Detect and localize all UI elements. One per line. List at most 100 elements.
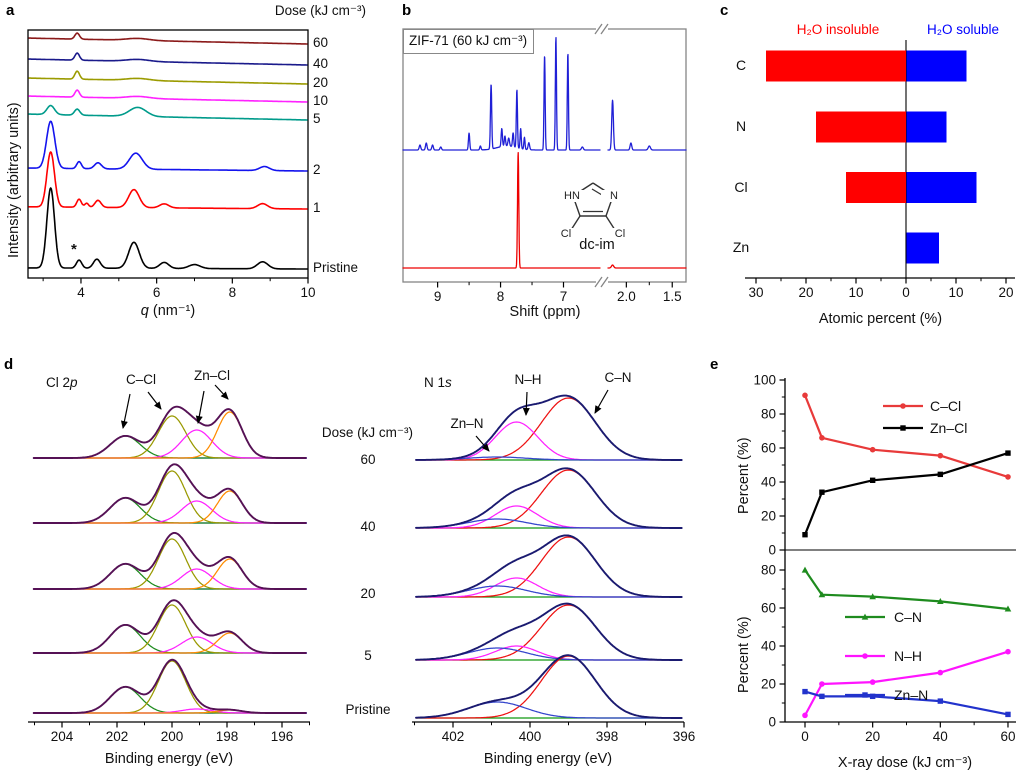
panel-d-plot: 204 202 200 198 196 402 400 398 396	[28, 394, 696, 744]
svg-text:80: 80	[761, 407, 776, 422]
svg-text:0: 0	[768, 715, 776, 730]
c-category-Zn: Zn	[732, 239, 750, 255]
e-legend-c-n: C–N	[894, 609, 923, 625]
d-sub0-row0-component2	[33, 429, 307, 459]
e-legend-n-h: N–H	[894, 648, 923, 664]
d-annotation-n-h: N–H	[514, 372, 542, 387]
svg-text:6: 6	[153, 285, 161, 300]
d-sub0-row4-envelope	[32, 658, 307, 714]
d-annotation-zn-n: Zn–N	[450, 416, 484, 431]
c-category-Cl: Cl	[734, 178, 748, 195]
svg-text:40: 40	[761, 475, 776, 490]
e-bottom-y-axis-label: Percent (%)	[736, 616, 752, 693]
a-series-20	[28, 70, 308, 85]
svg-text:40: 40	[933, 729, 948, 744]
c-bar-Cl-soluble	[906, 172, 977, 203]
d-sub1-row4-envelope	[415, 654, 683, 719]
svg-text:8: 8	[229, 285, 237, 300]
d-sub0-row1-component1	[33, 470, 307, 524]
panel-a-label: a	[6, 2, 15, 19]
d-sub1-row2-component0	[415, 536, 683, 598]
panel-a-plot: 4 6 8 10	[27, 29, 316, 300]
svg-text:20: 20	[761, 677, 776, 692]
d-sub0-row3-component1	[33, 604, 307, 654]
b-spectrum-irradiated	[607, 99, 687, 151]
svg-text:400: 400	[519, 729, 542, 744]
a-series-label-Pristine: Pristine	[313, 260, 359, 275]
e-legend-zn-n: Zn–N	[894, 687, 929, 703]
d-n1s-title-italic: s	[445, 375, 452, 390]
svg-text:60: 60	[761, 601, 776, 616]
panel-b-label: b	[402, 2, 412, 19]
c-category-C: C	[735, 57, 747, 73]
a-series-label-1: 1	[313, 200, 321, 215]
b-molecule-name: dc-im	[579, 237, 615, 253]
svg-text:60: 60	[1000, 729, 1015, 744]
a-x-axis-label-q: q	[140, 303, 149, 319]
d-dose-label-5: 5	[364, 648, 372, 663]
c-bar-Cl-insoluble	[846, 172, 906, 203]
e-top-y-axis-label: Percent (%)	[736, 437, 752, 514]
svg-text:9: 9	[434, 289, 442, 304]
d-sub1-row0-envelope	[415, 394, 683, 461]
c-bar-Zn-soluble	[906, 232, 939, 264]
d-annotation-arrows	[120, 384, 609, 452]
d-sub0-row4-component1	[33, 660, 307, 714]
d-dose-label-Pristine: Pristine	[345, 702, 391, 717]
d-sub0-row0-component3	[33, 411, 307, 459]
d-sub1-row1-component0	[415, 469, 683, 529]
b-title-box: ZIF-71 (60 kJ cm⁻³)	[403, 29, 535, 54]
b-molecule-atom-hn-0: HN	[559, 190, 585, 203]
c-legend-insoluble: H₂O insoluble	[796, 22, 880, 37]
c-legend-soluble: H₂O soluble	[926, 22, 1000, 37]
d-dose-label-60: 60	[360, 452, 376, 467]
panel-d-label: d	[4, 356, 14, 373]
svg-text:10: 10	[948, 285, 963, 300]
e-series-C–N	[803, 568, 1010, 611]
d-sub0-row3-component2	[33, 636, 307, 654]
svg-text:20: 20	[998, 285, 1013, 300]
d-n1s-title-main: N 1	[424, 375, 446, 390]
a-series-label-10: 10	[313, 93, 329, 108]
e-legend-keys	[845, 403, 923, 698]
svg-text:4: 4	[77, 285, 85, 300]
svg-text:0: 0	[768, 543, 776, 558]
d-n1s-x-axis-label: Binding energy (eV)	[483, 751, 613, 767]
d-sub1-row4-component0	[415, 655, 683, 719]
panel-b-plot: 9 8 7 2.0 1.5	[402, 23, 687, 304]
b-spectrum-pristine	[607, 264, 687, 269]
svg-text:40: 40	[761, 639, 776, 654]
c-bar-N-insoluble	[816, 111, 906, 143]
a-series-2	[28, 120, 308, 172]
a-x-axis-label: q (nm⁻¹)	[108, 303, 228, 320]
d-cl2p-x-axis-label: Binding energy (eV)	[104, 751, 234, 767]
panel-e-plot: 0 20 40 60 80 100 0 20 40 60 80 0 20 40 60	[753, 373, 1016, 744]
svg-text:2.0: 2.0	[617, 289, 636, 304]
d-sub0-row3-component0	[33, 624, 307, 654]
d-sub0-row0-envelope	[32, 405, 307, 459]
a-series-1	[28, 151, 308, 210]
d-sub0-row2-component2	[33, 568, 307, 590]
svg-text:8: 8	[497, 289, 505, 304]
svg-text:30: 30	[748, 285, 763, 300]
a-series-40	[28, 52, 308, 66]
a-series-10	[28, 89, 308, 103]
d-sub0-row2-envelope	[32, 531, 307, 590]
d-sub0-row3-envelope	[32, 599, 307, 654]
svg-text:196: 196	[271, 729, 294, 744]
e-series-C–Cl	[803, 394, 1010, 478]
panel-e-label: e	[710, 356, 719, 373]
svg-text:1.5: 1.5	[663, 289, 682, 304]
d-dose-header: Dose (kJ cm⁻³)	[321, 425, 413, 440]
d-annotation-c-n: C–N	[604, 370, 632, 385]
a-series-label-20: 20	[313, 75, 329, 90]
a-series-Pristine	[28, 187, 308, 270]
e-x-axis-label: X-ray dose (kJ cm⁻³)	[837, 755, 973, 771]
a-series-label-5: 5	[313, 111, 321, 126]
d-sub1-row3-envelope	[415, 602, 683, 661]
svg-text:396: 396	[673, 729, 696, 744]
panel-c-label: c	[720, 2, 729, 19]
c-bar-C-insoluble	[766, 50, 906, 82]
d-annotation-zn-cl: Zn–Cl	[193, 368, 230, 383]
